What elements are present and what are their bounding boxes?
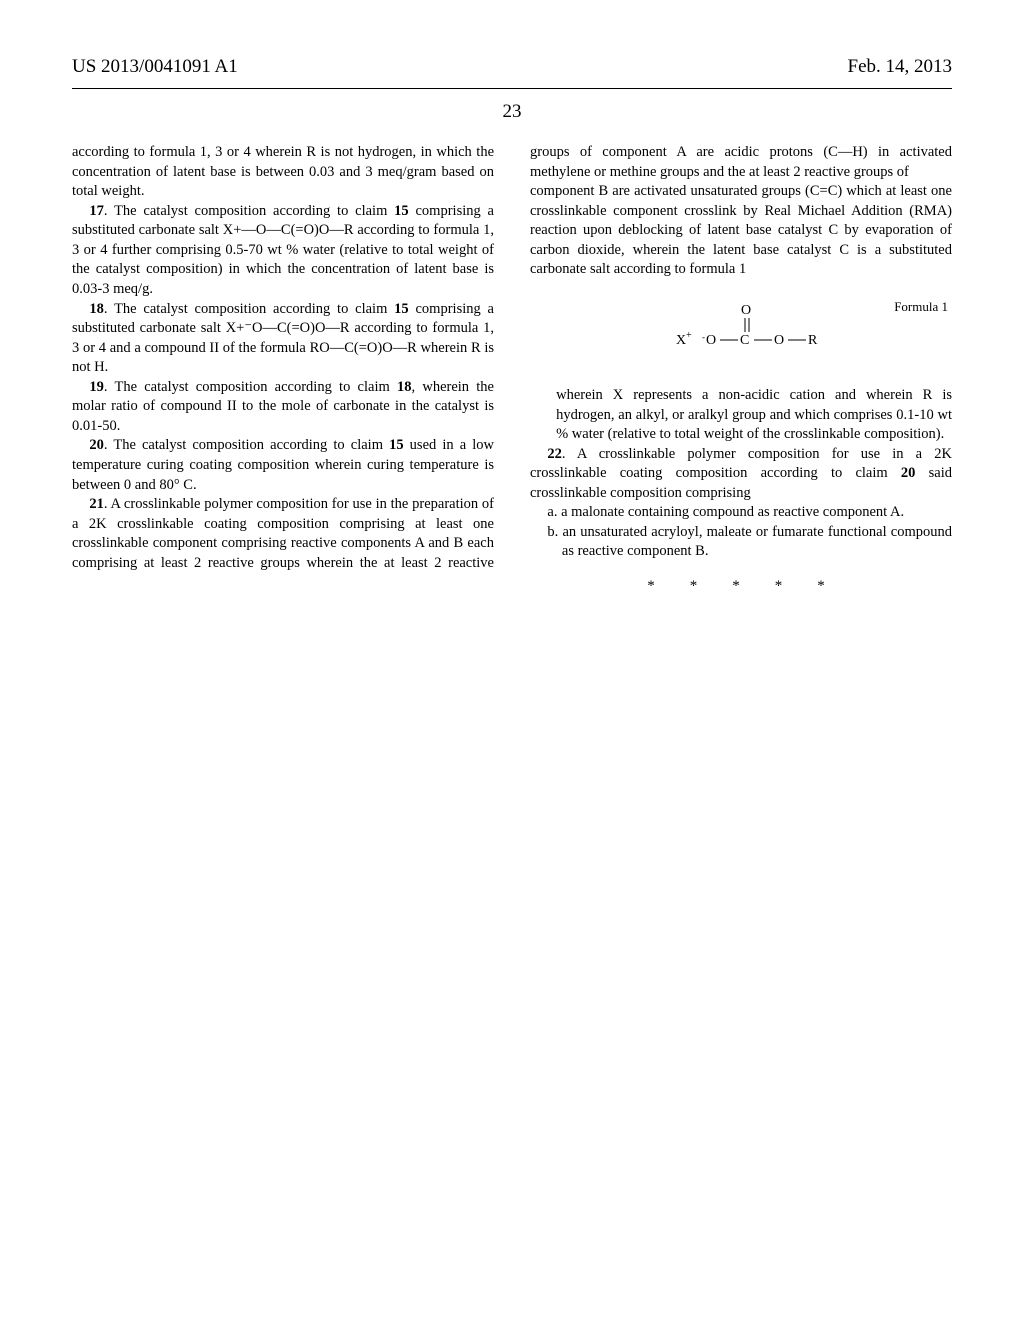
svg-text:O: O (741, 303, 751, 318)
page-number: 23 (72, 101, 952, 123)
continuation-paragraph: according to formula 1, 3 or 4 wherein R… (72, 143, 494, 202)
claim-17: 17. The catalyst composition according t… (72, 202, 494, 300)
page: US 2013/0041091 A1 Feb. 14, 2013 23 acco… (0, 0, 1024, 1320)
formula-label: Formula 1 (894, 298, 948, 316)
continuation-paragraph-2: component B are activated unsaturated gr… (530, 182, 952, 280)
formula-svg: X + - O C O O R (646, 298, 836, 364)
claim-18: 18. The catalyst composition according t… (72, 300, 494, 378)
claim-number: 18 (89, 301, 104, 317)
header-rule (72, 88, 952, 89)
claim-number: 19 (89, 379, 104, 395)
claim-text: . The catalyst composition according to … (104, 379, 397, 395)
svg-text:-: - (702, 332, 705, 342)
claim-ref: 15 (394, 301, 409, 317)
svg-text:R: R (808, 333, 818, 348)
claim-20: 20. The catalyst composition according t… (72, 436, 494, 495)
claim-text: . A crosslinkable polymer composition fo… (530, 446, 952, 482)
columns: according to formula 1, 3 or 4 wherein R… (72, 143, 952, 596)
publication-id: US 2013/0041091 A1 (72, 56, 238, 78)
end-of-claims-marker: * * * * * (530, 576, 952, 596)
claim-19: 19. The catalyst composition according t… (72, 378, 494, 437)
chemical-formula-1: Formula 1 X + - O C O O R (530, 298, 952, 368)
claim-number: 22 (547, 446, 562, 462)
svg-text:X: X (676, 333, 686, 348)
claim-text: . The catalyst composition according to … (104, 203, 394, 219)
claim-22-item-b: b. an unsaturated acryloyl, maleate or f… (562, 523, 952, 562)
claim-ref: 18 (397, 379, 412, 395)
claim-number: 21 (89, 496, 104, 512)
claim-number: 17 (89, 203, 104, 219)
wherein-clause: wherein X represents a non-acidic cation… (556, 386, 952, 445)
claim-ref: 15 (389, 437, 404, 453)
svg-text:O: O (706, 333, 716, 348)
claim-22-item-a: a. a malonate containing compound as rea… (562, 503, 952, 523)
claim-ref: 20 (901, 465, 916, 481)
claim-22: 22. A crosslinkable polymer composition … (530, 445, 952, 504)
svg-text:O: O (774, 333, 784, 348)
claim-ref: 15 (394, 203, 409, 219)
page-header: US 2013/0041091 A1 Feb. 14, 2013 (72, 56, 952, 78)
claim-text: . The catalyst composition according to … (104, 437, 389, 453)
formula-structure: X + - O C O O R (530, 298, 952, 371)
svg-text:C: C (740, 333, 749, 348)
svg-text:+: + (686, 330, 692, 341)
claim-text: . The catalyst composition according to … (104, 301, 394, 317)
publication-date: Feb. 14, 2013 (848, 56, 953, 78)
claim-number: 20 (89, 437, 104, 453)
